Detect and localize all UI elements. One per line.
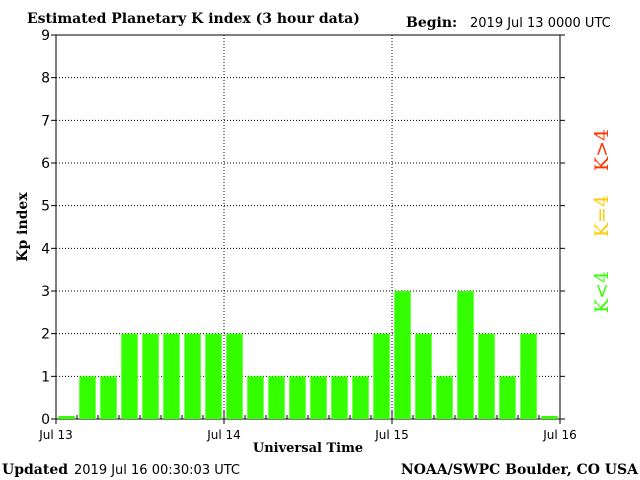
kp-bar <box>478 333 495 419</box>
kp-bar <box>457 291 474 419</box>
legend-k-greater-4: K>4 <box>591 129 613 171</box>
kp-bar <box>205 333 222 419</box>
begin-label: Begin: <box>406 15 457 31</box>
kp-bar <box>142 333 159 419</box>
x-tick-label: Jul 16 <box>542 428 577 442</box>
kp-bar <box>394 291 411 419</box>
x-tick-label: Jul 14 <box>206 428 241 442</box>
kp-bar <box>121 333 138 419</box>
y-tick-label: 5 <box>41 199 50 215</box>
kp-bar <box>352 376 369 419</box>
source-credit: NOAA/SWPC Boulder, CO USA <box>401 462 639 478</box>
y-tick-label: 4 <box>41 241 50 257</box>
legend-k-equal-4: K=4 <box>591 195 613 237</box>
y-tick-label: 2 <box>41 327 50 343</box>
y-axis-ticks: 0 1 2 3 4 5 6 7 8 9 <box>41 28 565 428</box>
x-tick-label: Jul 13 <box>38 428 73 442</box>
y-tick-label: 3 <box>41 284 50 300</box>
kp-bar <box>79 376 96 419</box>
kp-bar <box>310 376 327 419</box>
kp-bar <box>331 376 348 419</box>
kp-bar <box>436 376 453 419</box>
begin-value: 2019 Jul 13 0000 UTC <box>470 16 611 31</box>
kp-bar <box>226 333 243 419</box>
legend-k-less-4: K<4 <box>591 271 613 313</box>
kp-bar <box>184 333 201 419</box>
y-tick-label: 0 <box>41 412 50 428</box>
kp-bar <box>100 376 117 419</box>
kp-bar <box>415 333 432 419</box>
kp-bar <box>520 333 537 419</box>
x-tick-label: Jul 15 <box>374 428 409 442</box>
grid-lines <box>56 35 560 419</box>
kp-bar <box>289 376 306 419</box>
y-tick-label: 9 <box>41 28 50 44</box>
bars <box>58 291 558 419</box>
y-tick-label: 8 <box>41 71 50 87</box>
x-axis-ticks: Jul 13 Jul 14 Jul 15 Jul 16 <box>38 411 577 442</box>
x-axis-label: Universal Time <box>253 441 363 456</box>
kp-bar <box>373 333 390 419</box>
y-tick-label: 6 <box>41 156 50 172</box>
updated-label: Updated <box>2 462 68 478</box>
kp-bar <box>541 416 558 419</box>
y-tick-label: 1 <box>41 369 50 385</box>
updated-value: 2019 Jul 16 00:30:03 UTC <box>74 463 240 478</box>
y-axis-label: Kp index <box>15 192 31 262</box>
plot-area <box>55 34 561 420</box>
kp-bar <box>163 333 180 419</box>
chart-title: Estimated Planetary K index (3 hour data… <box>27 11 360 27</box>
kp-bar <box>499 376 516 419</box>
kp-bar <box>247 376 264 419</box>
kp-bar <box>268 376 285 419</box>
y-tick-label: 7 <box>41 113 50 129</box>
kp-bar <box>58 416 75 419</box>
